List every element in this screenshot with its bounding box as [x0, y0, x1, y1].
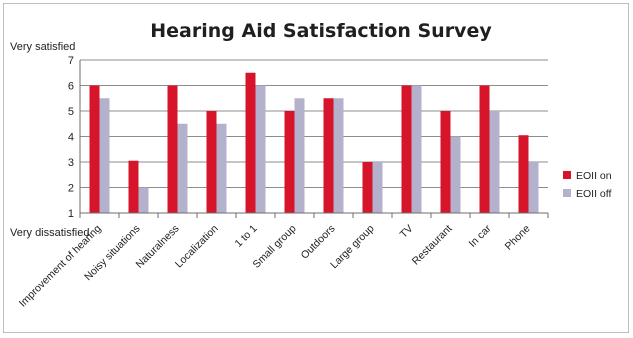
bar-on-1: [128, 160, 139, 213]
bar-off-6: [333, 98, 344, 213]
legend-label-off: EOII off: [576, 188, 611, 200]
legend-label-on: EOII on: [576, 170, 612, 182]
bar-on-8: [401, 85, 412, 213]
bar-off-9: [450, 136, 461, 213]
bar-on-11: [518, 135, 529, 213]
y-axis-label-top: Very satisfied: [10, 41, 75, 53]
y-axis-label-bottom: Very dissatisfied: [10, 227, 89, 239]
y-tick-label-1: 1: [68, 208, 74, 220]
x-tick-label: In car: [467, 222, 494, 249]
bar-off-5: [294, 98, 305, 213]
y-tick-label-2: 2: [68, 183, 74, 195]
x-tick-label: TV: [398, 223, 416, 241]
bar-off-11: [528, 162, 539, 213]
bar-off-3: [216, 123, 227, 213]
bar-off-1: [138, 187, 149, 213]
bar-off-8: [411, 85, 422, 213]
bar-on-6: [323, 98, 334, 213]
y-tick-label-3: 3: [68, 157, 74, 169]
y-tick-label-6: 6: [68, 81, 74, 93]
bar-off-10: [489, 111, 500, 213]
y-tick-labels: 1 2 3 4 5 6 7: [68, 55, 74, 220]
bar-on-2: [167, 85, 178, 213]
bars: [89, 72, 539, 213]
legend-swatch-off: [563, 189, 571, 197]
chart-title: Hearing Aid Satisfaction Survey: [150, 20, 492, 42]
x-tick-label: Outdoors: [299, 223, 338, 262]
x-tick-label: Restaurant: [410, 223, 455, 268]
y-tick-label-4: 4: [68, 132, 74, 144]
gridlines: [80, 59, 548, 188]
bar-on-3: [206, 111, 217, 213]
x-tick-label: Phone: [503, 223, 533, 253]
bar-off-7: [372, 162, 383, 213]
bar-on-9: [440, 111, 451, 213]
bar-off-0: [99, 98, 110, 213]
legend-swatch-on: [563, 171, 571, 179]
bar-off-2: [177, 123, 188, 213]
legend: EOII on EOII off: [563, 170, 612, 200]
bar-off-4: [255, 85, 266, 213]
x-tick-label: 1 to 1: [233, 223, 260, 250]
bar-on-7: [362, 162, 373, 213]
y-tick-label-7: 7: [68, 55, 74, 67]
y-tick-label-5: 5: [68, 106, 74, 118]
bar-on-5: [284, 111, 295, 213]
axes: [79, 60, 549, 218]
bar-on-4: [245, 72, 256, 213]
bar-on-0: [89, 85, 100, 213]
bar-on-10: [479, 85, 490, 213]
